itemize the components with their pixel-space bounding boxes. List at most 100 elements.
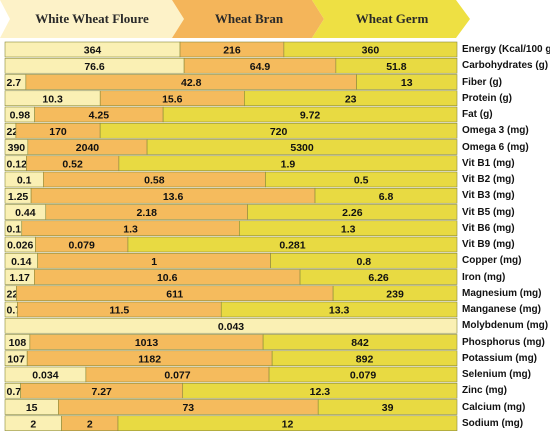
category-label-fat-g: Fat (g)	[462, 109, 493, 120]
category-label-fiber-g: Fiber (g)	[462, 76, 502, 88]
data-label-energy-kcal-100-g-wheat-bran: 216	[223, 45, 241, 57]
category-label-iron-mg: Iron (mg)	[462, 271, 506, 283]
data-label-potassium-mg-white-wheat-flour: 107	[7, 353, 25, 365]
category-label-copper-mg: Copper (mg)	[462, 255, 522, 267]
data-label-potassium-mg-wheat-bran: 1182	[138, 353, 161, 365]
bar-energy-kcal-100-g-wheat-germ	[283, 41, 458, 58]
data-label-calcium-mg-white-wheat-flour: 15	[26, 402, 38, 414]
data-label-potassium-mg-wheat-germ: 892	[356, 353, 374, 365]
category-label-sodium-mg: Sodium (mg)	[462, 417, 524, 429]
bar-omega-6-mg-wheat-germ	[146, 139, 458, 155]
data-label-vit-b1-mg-wheat-germ: 1.9	[281, 158, 296, 170]
data-label-vit-b6-mg-wheat-bran: 1.3	[123, 223, 138, 235]
bar-molybdenum-mg-white-wheat-flour	[4, 317, 458, 334]
data-label-fat-g-white-wheat-flour: 0.98	[10, 110, 31, 122]
legend-label-wheat-germ: Wheat Germ	[355, 11, 429, 26]
data-label-iron-mg-wheat-bran: 10.6	[157, 272, 178, 284]
data-label-calcium-mg-wheat-germ: 39	[382, 402, 394, 414]
data-label-selenium-mg-wheat-bran: 0.077	[164, 370, 190, 382]
bar-vit-b3-mg-wheat-germ	[314, 187, 458, 204]
bar-protein-g-wheat-germ	[244, 90, 458, 107]
data-label-manganese-mg-wheat-bran: 11.5	[109, 305, 129, 317]
category-label-vit-b9-mg: Vit B9 (mg)	[462, 239, 515, 250]
data-label-fat-g-wheat-germ: 9.72	[300, 110, 321, 122]
category-label-vit-b3-mg: Vit B3 (mg)	[462, 190, 515, 202]
data-label-zinc-mg-white-wheat-flour: 0.7	[7, 386, 22, 398]
data-label-vit-b5-mg-wheat-bran: 2.18	[136, 207, 157, 219]
data-label-copper-mg-white-wheat-flour: 0.14	[11, 256, 32, 268]
category-label-potassium-mg: Potassium (mg)	[462, 352, 538, 364]
data-label-fat-g-wheat-bran: 4.25	[89, 110, 110, 122]
data-label-molybdenum-mg: 0.043	[218, 321, 244, 333]
data-label-carbohydrates-g-wheat-bran: 64.9	[250, 61, 271, 73]
category-label-energy-kcal-100-g: Energy (Kcal/100 g)	[462, 44, 550, 55]
category-label-selenium-mg: Selenium (mg)	[462, 369, 531, 380]
data-label-omega-6-mg-wheat-germ: 5300	[290, 142, 314, 154]
category-label-carbohydrates-g: Carbohydrates (g)	[462, 60, 549, 72]
category-label-omega-3-mg: Omega 3 (mg)	[462, 125, 529, 137]
data-label-calcium-mg-wheat-bran: 73	[182, 402, 194, 414]
category-label-molybdenum-mg: Molybdenum (mg)	[462, 320, 549, 332]
data-label-vit-b3-mg-white-wheat-flour: 1.25	[8, 191, 29, 203]
data-label-vit-b9-mg-wheat-germ: 0.281	[279, 240, 305, 252]
category-label-vit-b1-mg: Vit B1 (mg)	[462, 157, 515, 169]
data-label-vit-b2-mg-wheat-bran: 0.58	[144, 175, 165, 187]
data-label-phosphorus-mg-wheat-germ: 842	[351, 337, 369, 349]
category-label-vit-b6-mg: Vit B6 (mg)	[462, 222, 515, 234]
data-label-sodium-mg-white-wheat-flour: 2	[30, 418, 36, 430]
data-label-copper-mg-wheat-bran: 1	[151, 256, 157, 268]
bar-vit-b1-mg-wheat-germ	[118, 155, 458, 172]
data-label-fiber-g-wheat-bran: 42.8	[181, 77, 202, 89]
data-label-vit-b1-mg-wheat-bran: 0.52	[62, 158, 83, 170]
data-label-protein-g-wheat-germ: 23	[345, 93, 357, 105]
category-label-protein-g: Protein (g)	[462, 92, 512, 104]
data-label-sodium-mg-wheat-bran: 2	[87, 418, 93, 430]
data-label-magnesium-mg-white-wheat-flour: 22	[7, 288, 19, 300]
data-label-sodium-mg-wheat-germ: 12	[282, 418, 294, 430]
data-label-fiber-g-white-wheat-flour: 2.7	[7, 77, 22, 89]
legend-label-wheat-bran: Wheat Bran	[214, 11, 284, 26]
bar-vit-b2-mg-wheat-germ	[265, 171, 458, 188]
bar-vit-b9-mg-wheat-germ	[127, 236, 458, 253]
data-label-iron-mg-wheat-germ: 6.26	[368, 272, 389, 284]
data-label-manganese-mg-wheat-germ: 13.3	[329, 305, 350, 317]
data-label-zinc-mg-wheat-bran: 7.27	[91, 386, 112, 398]
data-label-selenium-mg-wheat-germ: 0.079	[350, 370, 376, 382]
category-label-manganese-mg: Manganese (mg)	[462, 304, 541, 315]
category-label-phosphorus-mg: Phosphorus (mg)	[462, 336, 545, 348]
data-label-vit-b9-mg-wheat-bran: 0.079	[69, 240, 95, 252]
data-label-selenium-mg-white-wheat-flour: 0.034	[32, 370, 58, 382]
data-label-energy-kcal-100-g-wheat-germ: 360	[362, 45, 380, 57]
data-label-omega-3-mg-white-wheat-flour: 22	[7, 126, 19, 138]
data-label-vit-b6-mg-white-wheat-flour: 0.1	[7, 223, 22, 235]
category-label-magnesium-mg: Magnesium (mg)	[462, 287, 542, 299]
category-label-omega-6-mg: Omega 6 (mg)	[462, 141, 529, 153]
data-label-protein-g-white-wheat-flour: 10.3	[42, 93, 63, 105]
data-label-vit-b9-mg-white-wheat-flour: 0.026	[7, 240, 33, 252]
bar-iron-mg-wheat-germ	[299, 269, 458, 285]
data-label-energy-kcal-100-g-white-wheat-flour: 364	[84, 45, 102, 57]
bar-fat-g-wheat-germ	[162, 106, 458, 123]
bar-manganese-mg-wheat-germ	[220, 301, 458, 318]
data-label-carbohydrates-g-wheat-germ: 51.8	[386, 61, 407, 73]
bar-potassium-mg-wheat-germ	[271, 350, 458, 367]
bar-vit-b6-mg-wheat-germ	[239, 220, 458, 237]
bar-phosphorus-mg-wheat-germ	[262, 334, 458, 350]
data-label-copper-mg-wheat-germ: 0.8	[356, 256, 371, 268]
legend-swatch-wheat-bran	[172, 0, 324, 38]
data-label-magnesium-mg-wheat-germ: 239	[386, 288, 404, 300]
data-label-vit-b3-mg-wheat-bran: 13.6	[163, 191, 184, 203]
bar-copper-mg-wheat-germ	[270, 252, 458, 269]
data-label-zinc-mg-wheat-germ: 12.3	[310, 386, 331, 398]
bar-vit-b5-mg-wheat-germ	[247, 204, 458, 220]
data-label-vit-b3-mg-wheat-germ: 6.8	[379, 191, 394, 203]
data-label-fiber-g-wheat-germ: 13	[401, 77, 413, 89]
legend-swatch-white-wheat-flour	[0, 0, 184, 38]
data-label-omega-6-mg-white-wheat-flour: 390	[8, 142, 26, 154]
data-label-vit-b2-mg-white-wheat-flour: 0.1	[17, 175, 32, 187]
data-label-vit-b6-mg-wheat-germ: 1.3	[341, 223, 356, 235]
data-label-omega-6-mg-wheat-bran: 2040	[76, 142, 100, 154]
data-label-protein-g-wheat-bran: 15.6	[162, 93, 183, 105]
data-label-carbohydrates-g-white-wheat-flour: 76.6	[84, 61, 105, 73]
